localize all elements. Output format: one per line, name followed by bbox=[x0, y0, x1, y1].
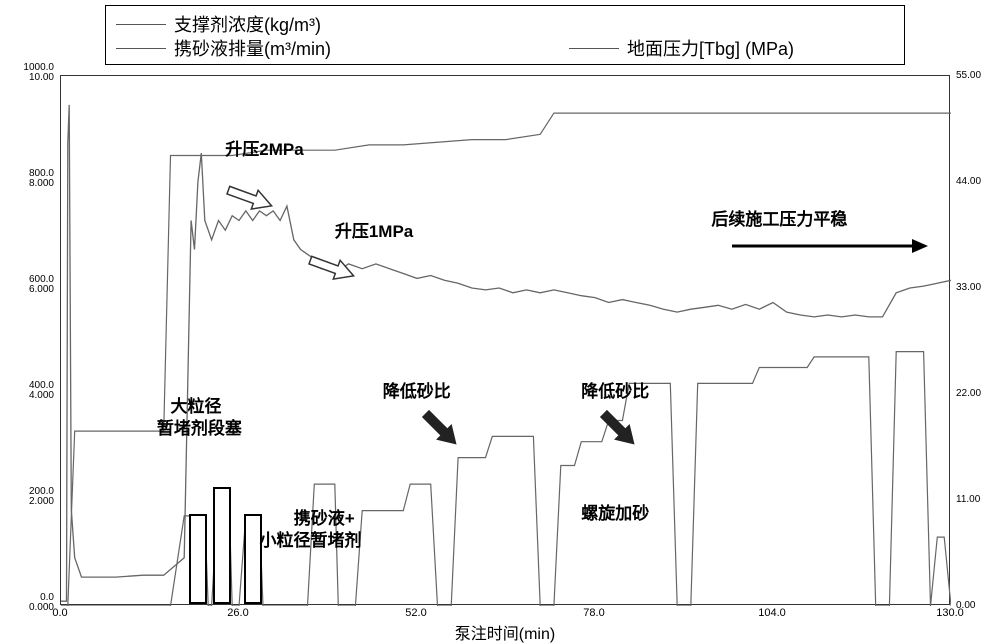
x-tick: 130.0 bbox=[936, 607, 964, 619]
y1-tick: 800.08.000 bbox=[29, 169, 54, 189]
annotation-reduce2: 降低砂比 bbox=[581, 381, 649, 402]
legend-label-1: 支撑剂浓度(kg/m³) bbox=[174, 11, 321, 37]
x-tick: 0.0 bbox=[52, 607, 67, 619]
legend-swatch-1 bbox=[116, 24, 166, 25]
annotation-carry2: 小粒径暂堵剂 bbox=[260, 530, 362, 551]
legend-label-3: 地面压力[Tbg] (MPa) bbox=[627, 35, 794, 61]
y2-tick: 55.00 bbox=[956, 70, 981, 81]
plot-area: 升压2MPa 升压1MPa 后续施工压力平稳大粒径暂堵剂段塞携砂液+小粒径暂堵剂 降低… bbox=[60, 75, 950, 605]
annotation-stable: 后续施工压力平稳 bbox=[711, 209, 847, 230]
y1-tick: 600.06.000 bbox=[29, 275, 54, 295]
annotation-spiral: 螺旋加砂 bbox=[581, 503, 649, 524]
annotation-rise2: 升压2MPa bbox=[225, 139, 303, 160]
annotation-big_slug2: 暂堵剂段塞 bbox=[157, 418, 242, 439]
x-axis-label: 泵注时间(min) bbox=[60, 620, 950, 644]
y-axis-left: 0.00.000200.02.000400.04.000600.06.00080… bbox=[0, 75, 58, 605]
y-axis-right: 0.0011.0022.0033.0044.0055.00 bbox=[952, 75, 998, 605]
y2-tick: 11.00 bbox=[956, 494, 980, 505]
legend-swatch-3 bbox=[569, 48, 619, 49]
y1-tick: 1000.010.00 bbox=[23, 63, 54, 83]
y2-tick: 22.00 bbox=[956, 388, 981, 399]
x-tick: 26.0 bbox=[227, 607, 248, 619]
y2-tick: 33.00 bbox=[956, 282, 981, 293]
annotation-reduce1: 降低砂比 bbox=[383, 381, 451, 402]
annotation-rise1: 升压1MPa bbox=[335, 221, 413, 242]
legend-box: 支撑剂浓度(kg/m³) 携砂液排量(m³/min) 地面压力[Tbg] (MP… bbox=[105, 5, 905, 65]
x-tick: 78.0 bbox=[583, 607, 604, 619]
legend-swatch-2 bbox=[116, 48, 166, 49]
legend-label-2: 携砂液排量(m³/min) bbox=[174, 35, 331, 61]
diverter-slug-bar bbox=[213, 487, 231, 604]
x-tick: 104.0 bbox=[758, 607, 786, 619]
y2-tick: 44.00 bbox=[956, 176, 981, 187]
y1-tick: 400.04.000 bbox=[29, 381, 54, 401]
arrow-stable bbox=[732, 236, 932, 256]
y1-tick: 0.00.000 bbox=[29, 593, 54, 613]
diverter-slug-bar bbox=[189, 514, 207, 604]
annotation-carry1: 携砂液+ bbox=[294, 508, 355, 529]
y1-tick: 200.02.000 bbox=[29, 487, 54, 507]
diverter-slug-bar bbox=[244, 514, 262, 604]
x-tick: 52.0 bbox=[405, 607, 426, 619]
annotation-big_slug1: 大粒径 bbox=[171, 396, 222, 417]
